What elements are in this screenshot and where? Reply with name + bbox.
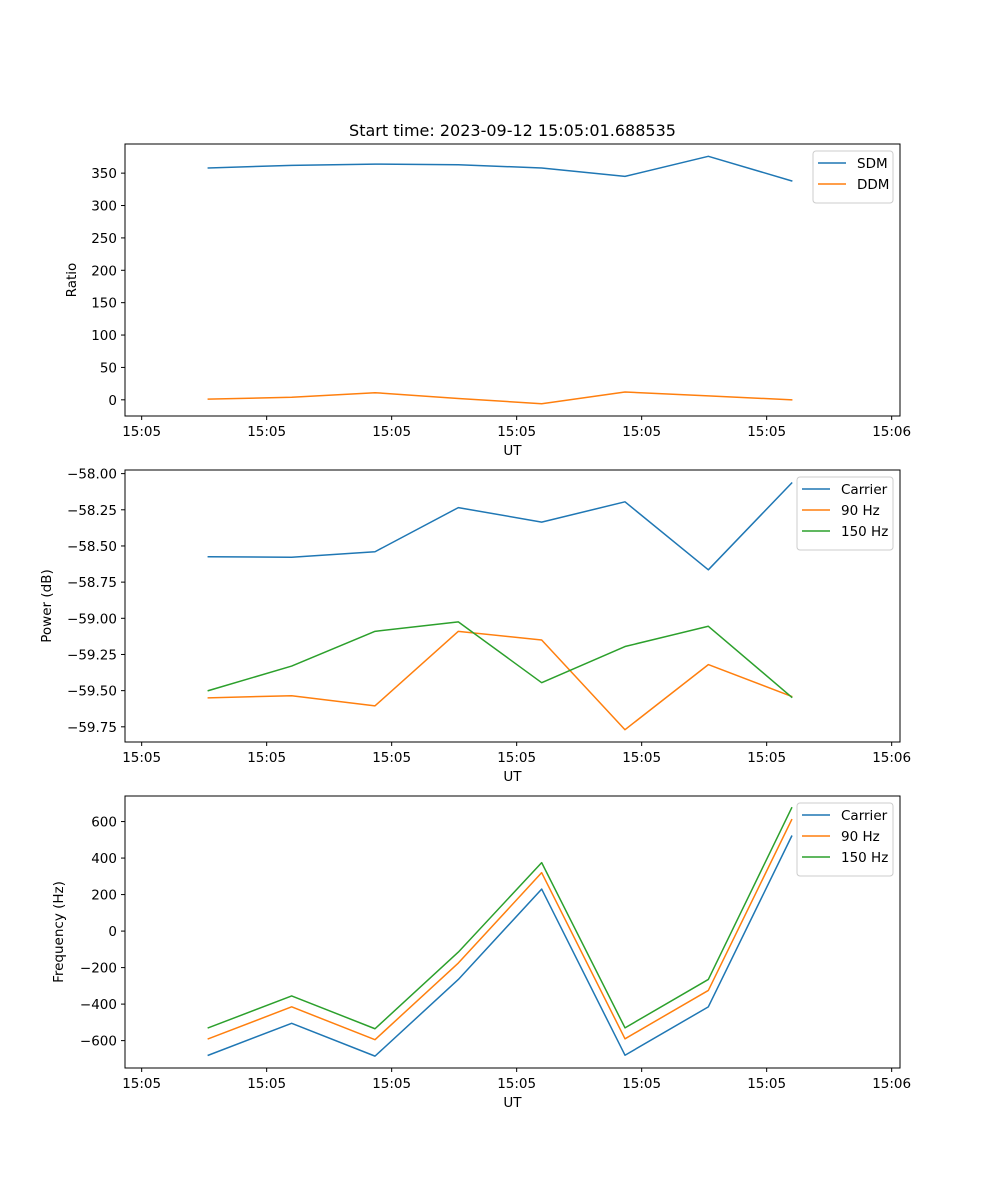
y-axis-label: Frequency (Hz) bbox=[51, 881, 67, 983]
y-tick-label: 100 bbox=[91, 328, 117, 344]
series-line-carrier bbox=[207, 835, 793, 1057]
y-tick-label: −400 bbox=[80, 997, 117, 1013]
y-tick-label: 150 bbox=[91, 296, 117, 312]
series-line-sdm bbox=[207, 155, 793, 182]
axes-frame bbox=[124, 143, 901, 417]
series-line-90-hz bbox=[207, 630, 793, 731]
y-tick-label: −58.25 bbox=[67, 503, 117, 519]
y-tick-label: 250 bbox=[91, 231, 117, 247]
y-axis-label: Ratio bbox=[64, 263, 80, 298]
x-axis-label: UT bbox=[503, 443, 522, 459]
y-axis-label: Power (dB) bbox=[39, 569, 55, 642]
x-tick-label: 15:06 bbox=[872, 750, 911, 766]
x-axis-label: UT bbox=[503, 769, 522, 785]
y-tick-label: 0 bbox=[108, 393, 117, 409]
legend-label: 150 Hz bbox=[841, 524, 888, 540]
ratio-panel: 15:05 15:05 15:05 15:05 15:05 15:05 15:06 0 50 10… bbox=[64, 143, 911, 459]
x-tick-label: 15:05 bbox=[497, 750, 536, 766]
x-tick-label: 15:05 bbox=[622, 1076, 661, 1092]
legend-label: Carrier bbox=[841, 482, 888, 498]
legend-label: 150 Hz bbox=[841, 850, 888, 866]
x-tick-label: 15:05 bbox=[247, 750, 286, 766]
y-tick-label: −59.25 bbox=[67, 647, 117, 663]
y-tick-label: 300 bbox=[91, 199, 117, 215]
x-tick-label: 15:06 bbox=[872, 424, 911, 440]
axes-frame bbox=[124, 469, 901, 743]
x-tick-label: 15:05 bbox=[122, 750, 161, 766]
y-tick-label: −58.75 bbox=[67, 575, 117, 591]
x-tick-label: 15:05 bbox=[247, 424, 286, 440]
y-tick-label: −59.50 bbox=[67, 684, 117, 700]
y-tick-label: −200 bbox=[80, 961, 117, 977]
x-tick-label: 15:05 bbox=[372, 750, 411, 766]
x-tick-label: 15:05 bbox=[247, 1076, 286, 1092]
legend-label: Carrier bbox=[841, 808, 888, 824]
series-line-ddm bbox=[207, 391, 793, 405]
series-line-150-hz bbox=[207, 806, 793, 1030]
chart-title: Start time: 2023-09-12 15:05:01.688535 bbox=[349, 121, 676, 140]
frequency-panel: 15:05 15:05 15:05 15:05 15:05 15:05 15:06 −600 −… bbox=[51, 795, 911, 1111]
y-tick-label: −59.00 bbox=[67, 611, 117, 627]
x-tick-label: 15:05 bbox=[622, 424, 661, 440]
series-line-150-hz bbox=[207, 621, 793, 699]
series-line-carrier bbox=[207, 481, 793, 571]
legend-label: DDM bbox=[857, 177, 889, 193]
y-tick-label: −58.50 bbox=[67, 539, 117, 555]
legend-label: SDM bbox=[857, 156, 888, 172]
x-tick-label: 15:05 bbox=[122, 1076, 161, 1092]
x-tick-label: 15:05 bbox=[747, 424, 786, 440]
x-tick-label: 15:06 bbox=[872, 1076, 911, 1092]
y-tick-label: −58.00 bbox=[67, 467, 117, 483]
power-panel: 15:05 15:05 15:05 15:05 15:05 15:05 15:06 −59.7… bbox=[39, 467, 911, 785]
y-tick-label: 200 bbox=[91, 263, 117, 279]
axes-frame bbox=[124, 795, 901, 1069]
legend-box bbox=[812, 150, 894, 204]
y-tick-label: 50 bbox=[100, 360, 117, 376]
legend-label: 90 Hz bbox=[841, 829, 880, 845]
x-tick-label: 15:05 bbox=[747, 750, 786, 766]
y-tick-label: 0 bbox=[108, 924, 117, 940]
x-tick-label: 15:05 bbox=[497, 1076, 536, 1092]
x-axis-label: UT bbox=[503, 1095, 522, 1111]
x-tick-label: 15:05 bbox=[747, 1076, 786, 1092]
y-tick-label: 400 bbox=[91, 851, 117, 867]
y-tick-label: −600 bbox=[80, 1034, 117, 1050]
y-tick-label: 600 bbox=[91, 815, 117, 831]
x-tick-label: 15:05 bbox=[372, 424, 411, 440]
series-line-90-hz bbox=[207, 818, 793, 1041]
x-tick-label: 15:05 bbox=[497, 424, 536, 440]
y-tick-label: −59.75 bbox=[67, 720, 117, 736]
x-tick-label: 15:05 bbox=[372, 1076, 411, 1092]
x-tick-label: 15:05 bbox=[122, 424, 161, 440]
legend-label: 90 Hz bbox=[841, 503, 880, 519]
y-tick-label: 350 bbox=[91, 166, 117, 182]
x-tick-label: 15:05 bbox=[622, 750, 661, 766]
y-tick-label: 200 bbox=[91, 888, 117, 904]
